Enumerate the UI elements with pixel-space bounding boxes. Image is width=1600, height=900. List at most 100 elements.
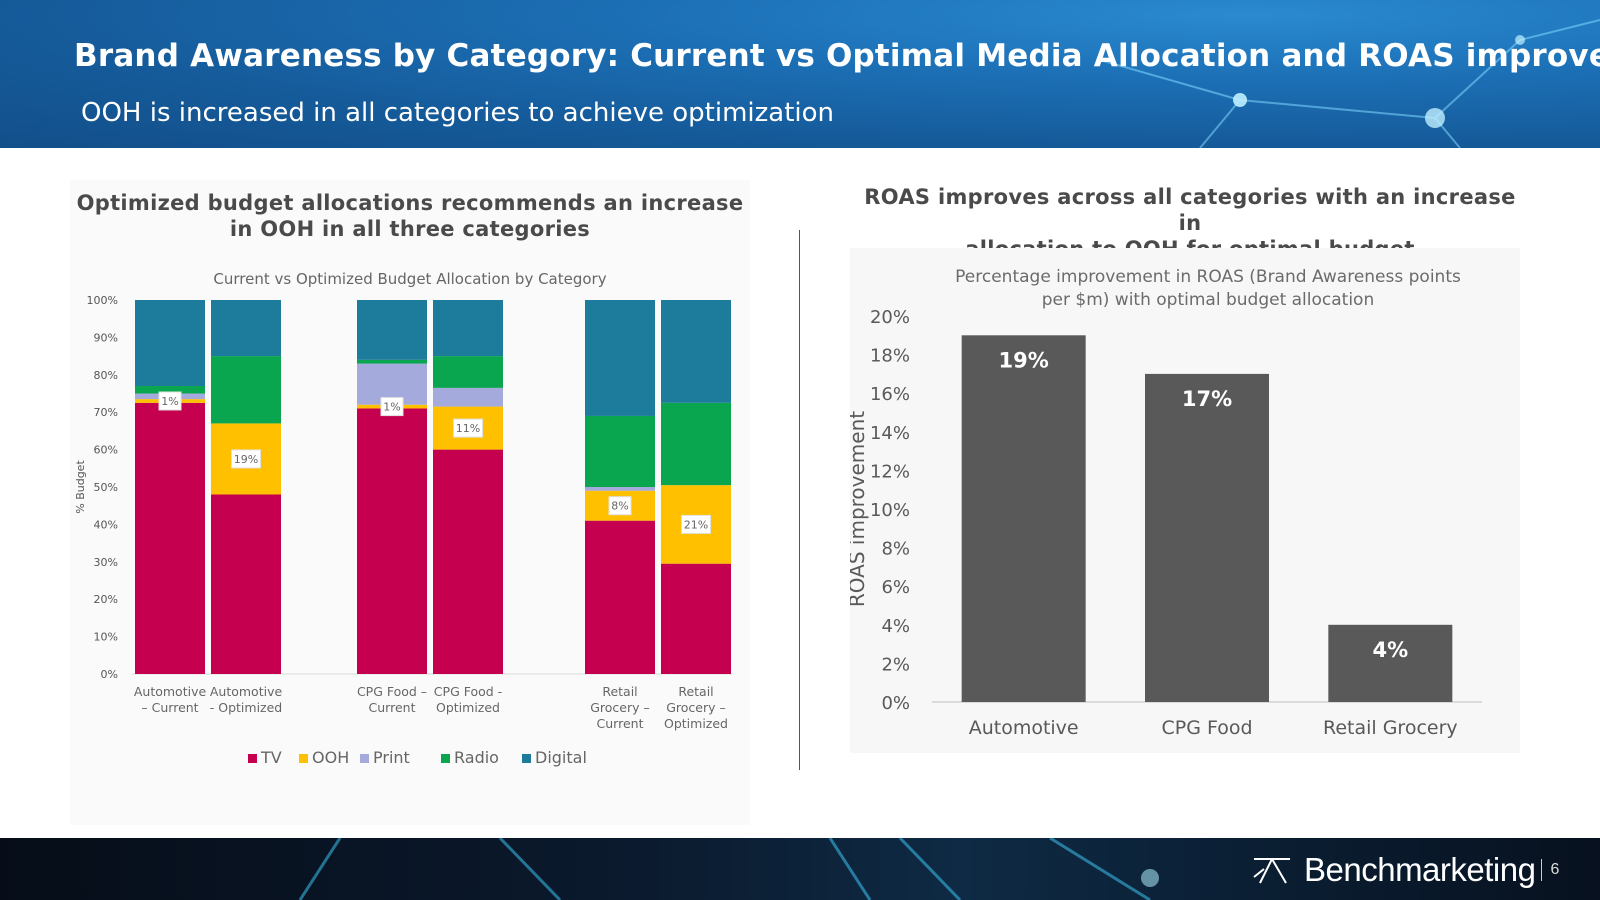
right-heading-line1: ROAS improves across all categories with… [864,185,1516,235]
chart2-title-line1: Percentage improvement in ROAS (Brand Aw… [955,267,1461,287]
footer-light-decoration [298,838,1159,900]
legend-label-ooh: OOH [312,748,349,767]
chart1-category-label: Grocery – [590,700,650,715]
legend-label-radio: Radio [454,748,499,767]
chart1-category-label: CPG Food – [357,684,427,699]
bar-segment-digital [357,300,427,360]
slide-footer [0,838,1600,900]
chart2-ytick-label: 18% [870,346,910,367]
chart2-ylabel: ROAS improvement [850,411,869,607]
bar-segment-digital [135,300,205,387]
left-heading: Optimized budget allocations recommends … [70,190,750,242]
roas-data-label: 19% [999,348,1049,372]
ooh-label-box [158,391,182,411]
page-separator [1541,859,1543,881]
chart2-title-line2: per $m) with optimal budget allocation [1042,290,1374,310]
legend-swatch-print [360,754,369,763]
chart2-ytick-label: 0% [881,693,910,714]
chart1-category-label: – Current [141,700,198,715]
chart1-category-label: Automotive [134,684,207,699]
legend-label-print: Print [373,748,410,767]
chart2-category-label: Automotive [969,717,1079,739]
ooh-label-box [380,397,404,417]
chart2-ytick-label: 8% [881,539,910,560]
legend-label-digital: Digital [535,748,587,767]
chart1-ytick-label: 90% [94,331,118,344]
chart1-ytick-label: 80% [94,369,118,382]
bar-segment-tv [211,494,281,674]
page-number: 6 [1550,861,1560,878]
bar-segment-digital [661,300,731,403]
chart1-category-label: Current [597,716,644,731]
slide-title: Brand Awareness by Category: Current vs … [74,38,1600,74]
roas-improvement-chart: Percentage improvement in ROAS (Brand Aw… [850,267,1482,739]
bar-segment-radio [211,356,281,424]
roas-data-label: 17% [1182,387,1232,411]
ooh-data-label: 21% [684,518,708,531]
chart1-ytick-label: 0% [101,668,118,681]
brand-name: Benchmarketing [1304,851,1536,888]
chart2-ytick-label: 2% [881,654,910,675]
roas-data-label: 4% [1373,638,1409,662]
legend-swatch-digital [522,754,531,763]
chart2-ytick-label: 20% [870,307,910,328]
ooh-label-box [231,449,261,469]
stacked-budget-chart: Current vs Optimized Budget Allocation b… [74,270,732,767]
bar-segment-digital [433,300,503,357]
chart1-ytick-label: 100% [87,294,118,307]
chart1-category-label: Retail [678,684,713,699]
network-decoration [1099,19,1600,148]
bar-segment-digital [585,300,655,416]
benchmarketing-logo-icon [1253,858,1290,884]
bar-segment-radio [357,359,427,364]
ooh-data-label: 19% [234,453,258,466]
chart1-ytick-label: 70% [94,406,118,419]
roas-bar [1328,624,1453,702]
chart1-category-label: CPG Food - [434,684,502,699]
chart1-category-label: Optimized [664,716,728,731]
ooh-data-label: 1% [383,401,400,414]
bar-segment-radio [661,402,731,486]
chart2-ytick-label: 4% [881,616,910,637]
legend-swatch-ooh [299,754,308,763]
chart1-category-label: Retail [602,684,637,699]
chart1-category-label: - Optimized [210,700,282,715]
bar-segment-tv [585,520,655,674]
bar-segment-print [433,387,503,407]
ooh-label-box [453,418,483,438]
bar-segment-radio [135,386,205,394]
slide-subtitle: OOH is increased in all categories to ac… [81,98,834,128]
chart2-ytick-label: 6% [881,577,910,598]
ooh-label-box [681,514,711,534]
chart1-category-label: Optimized [436,700,500,715]
ooh-label-box [608,496,632,516]
bar-segment-tv [357,408,427,674]
roas-bar [961,335,1086,702]
chart1-category-label: Grocery – [666,700,726,715]
chart2-ytick-label: 14% [870,423,910,444]
brand-logo: Benchmarketing 6 [1250,851,1560,888]
roas-bar [1145,373,1269,702]
chart1-ytick-label: 60% [94,444,118,457]
chart2-ytick-label: 12% [870,461,910,482]
legend-swatch-radio [441,754,450,763]
left-heading-line2: in OOH in all three categories [229,217,591,241]
ooh-data-label: 8% [611,500,628,513]
bar-segment-radio [433,356,503,388]
ooh-data-label: 11% [456,422,480,435]
legend-label-tv: TV [260,748,282,767]
chart1-category-label: Current [369,700,416,715]
chart1-category-label: Automotive [210,684,283,699]
bar-segment-print [585,487,655,491]
chart1-ytick-label: 30% [94,556,118,569]
bar-segment-digital [211,300,281,357]
bar-segment-tv [661,563,731,674]
bar-segment-tv [135,402,205,674]
slide-header: Brand Awareness by Category: Current vs … [0,0,1600,148]
chart1-ytick-label: 40% [94,518,118,531]
panel-divider [799,230,800,770]
chart1-ytick-label: 10% [94,631,118,644]
chart1-ytick-label: 20% [94,593,118,606]
left-heading-line1: Optimized budget allocations recommends … [76,191,744,215]
ooh-data-label: 1% [161,395,178,408]
